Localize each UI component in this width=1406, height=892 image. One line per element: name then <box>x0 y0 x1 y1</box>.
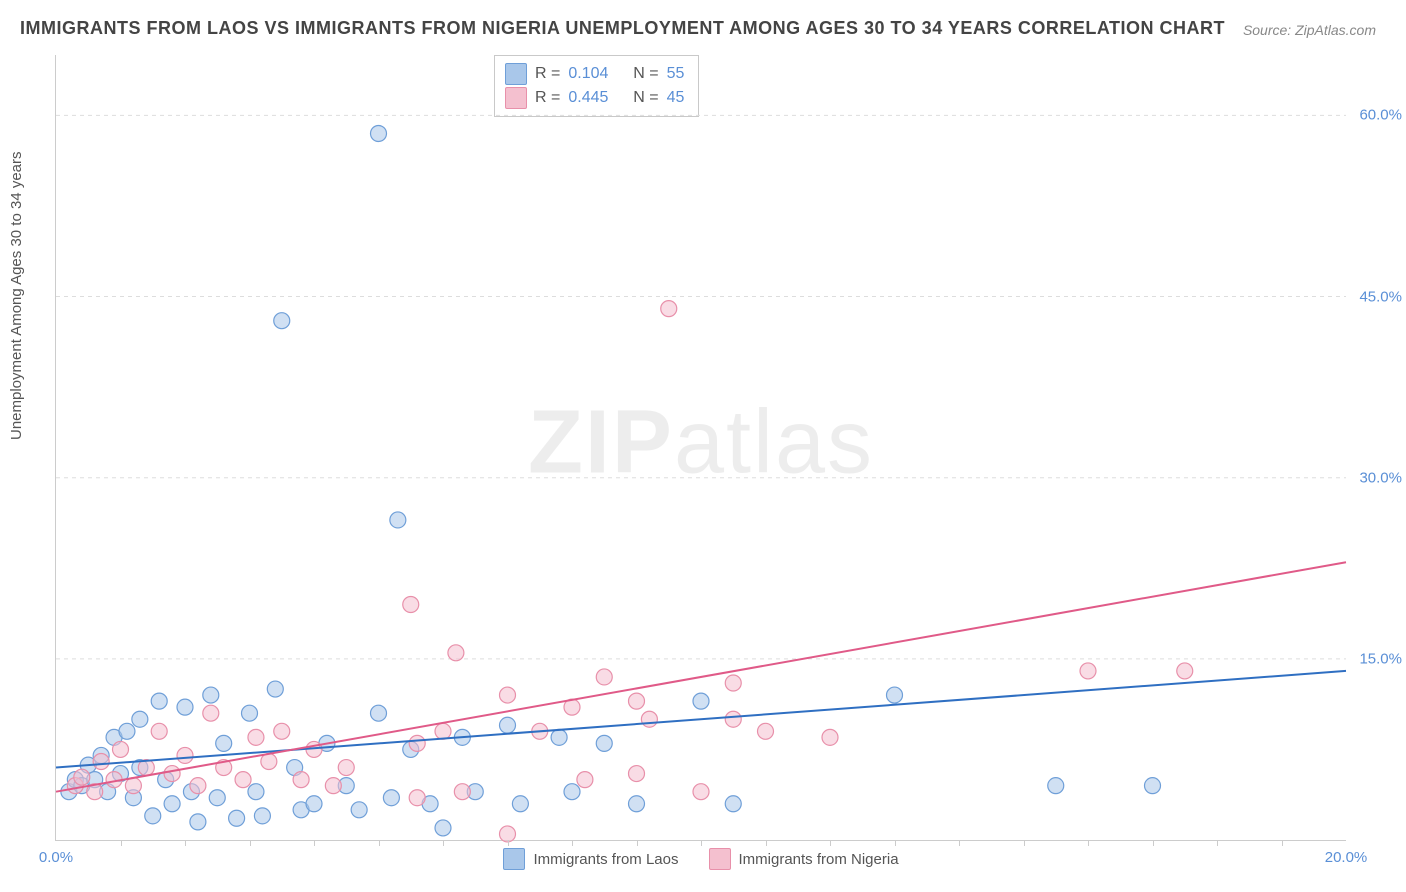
data-point-laos <box>551 729 567 745</box>
data-point-nigeria <box>758 723 774 739</box>
legend-bottom: Immigrants from Laos Immigrants from Nig… <box>56 848 1346 870</box>
data-point-laos <box>177 699 193 715</box>
data-point-nigeria <box>822 729 838 745</box>
data-point-laos <box>203 687 219 703</box>
data-point-laos <box>190 814 206 830</box>
chart-title: IMMIGRANTS FROM LAOS VS IMMIGRANTS FROM … <box>20 18 1225 39</box>
data-point-nigeria <box>500 687 516 703</box>
data-point-laos <box>274 313 290 329</box>
data-point-laos <box>248 784 264 800</box>
data-point-laos <box>151 693 167 709</box>
y-tick-label: 15.0% <box>1359 650 1402 667</box>
data-point-nigeria <box>325 778 341 794</box>
legend-bottom-laos: Immigrants from Laos <box>503 848 678 870</box>
chart-plot-area: ZIPatlas R = 0.104 N = 55 R = 0.445 N = … <box>55 55 1346 841</box>
data-point-nigeria <box>125 778 141 794</box>
data-point-nigeria <box>1177 663 1193 679</box>
data-point-nigeria <box>261 754 277 770</box>
data-point-laos <box>164 796 180 812</box>
data-point-laos <box>383 790 399 806</box>
data-point-laos <box>209 790 225 806</box>
data-point-laos <box>371 705 387 721</box>
data-point-laos <box>242 705 258 721</box>
data-point-nigeria <box>454 784 470 800</box>
data-point-nigeria <box>448 645 464 661</box>
data-point-laos <box>119 723 135 739</box>
data-point-laos <box>216 735 232 751</box>
y-tick-label: 60.0% <box>1359 107 1402 124</box>
data-point-laos <box>390 512 406 528</box>
data-point-nigeria <box>164 766 180 782</box>
data-point-laos <box>145 808 161 824</box>
data-point-laos <box>500 717 516 733</box>
data-point-laos <box>596 735 612 751</box>
data-point-nigeria <box>190 778 206 794</box>
data-point-nigeria <box>693 784 709 800</box>
data-point-nigeria <box>409 790 425 806</box>
data-point-nigeria <box>577 772 593 788</box>
data-point-nigeria <box>725 711 741 727</box>
data-point-nigeria <box>725 675 741 691</box>
data-point-laos <box>435 820 451 836</box>
regression-line-nigeria <box>56 562 1346 791</box>
data-point-nigeria <box>629 766 645 782</box>
data-point-nigeria <box>403 597 419 613</box>
data-point-nigeria <box>74 769 90 785</box>
data-point-laos <box>254 808 270 824</box>
data-point-laos <box>306 796 322 812</box>
data-point-laos <box>693 693 709 709</box>
data-point-nigeria <box>629 693 645 709</box>
data-point-nigeria <box>338 760 354 776</box>
data-point-nigeria <box>248 729 264 745</box>
data-point-nigeria <box>274 723 290 739</box>
data-point-laos <box>887 687 903 703</box>
data-point-nigeria <box>409 735 425 751</box>
legend-swatch-nigeria-icon <box>709 848 731 870</box>
data-point-nigeria <box>661 301 677 317</box>
source-label: Source: ZipAtlas.com <box>1243 22 1376 38</box>
data-point-nigeria <box>596 669 612 685</box>
data-point-nigeria <box>151 723 167 739</box>
data-point-laos <box>564 784 580 800</box>
data-point-laos <box>512 796 528 812</box>
legend-label-laos: Immigrants from Laos <box>533 851 678 868</box>
y-tick-label: 30.0% <box>1359 469 1402 486</box>
data-point-nigeria <box>293 772 309 788</box>
data-point-laos <box>1145 778 1161 794</box>
legend-bottom-nigeria: Immigrants from Nigeria <box>709 848 899 870</box>
data-point-laos <box>267 681 283 697</box>
data-point-nigeria <box>93 754 109 770</box>
data-point-laos <box>725 796 741 812</box>
legend-label-nigeria: Immigrants from Nigeria <box>739 851 899 868</box>
data-point-nigeria <box>641 711 657 727</box>
data-point-laos <box>132 711 148 727</box>
data-point-nigeria <box>113 741 129 757</box>
y-tick-label: 45.0% <box>1359 288 1402 305</box>
legend-swatch-laos-icon <box>503 848 525 870</box>
data-point-laos <box>229 810 245 826</box>
scatter-svg <box>56 55 1346 840</box>
data-point-nigeria <box>1080 663 1096 679</box>
data-point-nigeria <box>177 747 193 763</box>
data-point-nigeria <box>203 705 219 721</box>
data-point-nigeria <box>435 723 451 739</box>
y-axis-label: Unemployment Among Ages 30 to 34 years <box>8 151 25 440</box>
data-point-laos <box>629 796 645 812</box>
data-point-laos <box>1048 778 1064 794</box>
data-point-laos <box>371 126 387 142</box>
data-point-laos <box>351 802 367 818</box>
data-point-nigeria <box>235 772 251 788</box>
